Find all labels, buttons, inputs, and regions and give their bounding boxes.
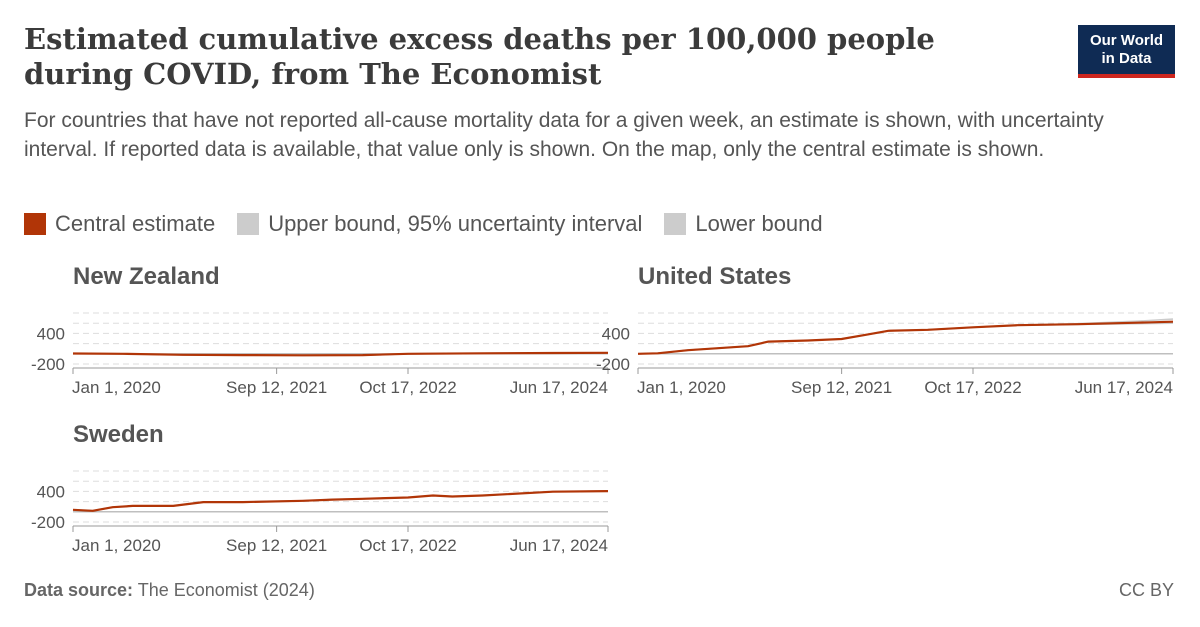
facet-title: New Zealand <box>73 263 220 290</box>
facet-plot: 400 -200 Jan 1, 2020 Sep 12, 2021 Oct 17, 20… <box>596 312 1174 397</box>
y-tick-label: 400 <box>37 324 65 343</box>
legend-label-central: Central estimate <box>55 211 216 236</box>
legend-swatch-lower <box>664 213 687 235</box>
legend: Central estimate Upper bound, 95% uncert… <box>24 211 845 237</box>
facet-title: Sweden <box>73 421 164 448</box>
facet-title: United States <box>638 263 792 290</box>
facet-sweden: Sweden 400 -200 Jan 1, 2020 Sep 12, 2021 Oct… <box>24 421 609 571</box>
legend-swatch-upper <box>237 213 260 235</box>
x-tick-label: Sep 12, 2021 <box>226 536 327 555</box>
license[interactable]: CC BY <box>1118 580 1174 600</box>
y-tick-label: 400 <box>602 324 630 343</box>
legend-item-upper[interactable]: Upper bound, 95% uncertainty interval <box>237 211 642 237</box>
legend-label-upper: Upper bound, 95% uncertainty interval <box>268 211 643 236</box>
x-tick-label: Oct 17, 2022 <box>924 378 1021 397</box>
y-tick-label: -200 <box>596 355 630 374</box>
x-tick-label: Oct 17, 2022 <box>359 536 456 555</box>
footer-source: Data source: The Economist (2024) <box>24 580 315 601</box>
legend-item-central[interactable]: Central estimate <box>24 211 215 237</box>
series-line-central[interactable] <box>72 351 609 357</box>
source-label: Data source: <box>24 580 134 600</box>
legend-swatch-central <box>24 213 46 235</box>
series-line-central[interactable] <box>72 490 609 512</box>
x-tick-label: Jun 17, 2024 <box>1075 378 1173 397</box>
legend-item-lower[interactable]: Lower bound <box>664 211 823 237</box>
x-tick-label: Jan 1, 2020 <box>72 536 161 555</box>
y-tick-label: 400 <box>37 482 65 501</box>
x-tick-label: Jan 1, 2020 <box>72 378 161 397</box>
logo-line-1: Our World <box>1089 32 1164 49</box>
x-tick-label: Sep 12, 2021 <box>226 378 327 397</box>
logo-line-2: in Data <box>1101 50 1152 67</box>
y-tick-label: -200 <box>31 355 65 374</box>
series-line-central[interactable] <box>637 320 1174 355</box>
x-tick-label: Jun 17, 2024 <box>510 378 608 397</box>
x-tick-label: Sep 12, 2021 <box>791 378 892 397</box>
source-text[interactable]: The Economist (2024) <box>137 580 315 600</box>
x-tick-label: Jun 17, 2024 <box>510 536 608 555</box>
facet-plot: 400 -200 Jan 1, 2020 Sep 12, 2021 Oct 17, 20… <box>31 312 609 397</box>
y-tick-label: -200 <box>31 513 65 532</box>
x-tick-label: Oct 17, 2022 <box>359 378 456 397</box>
x-tick-label: Jan 1, 2020 <box>637 378 726 397</box>
facet-plot: 400 -200 Jan 1, 2020 Sep 12, 2021 Oct 17, 20… <box>31 470 609 555</box>
legend-label-lower: Lower bound <box>695 211 823 236</box>
chart-title: Estimated cumulative excess deaths per 1… <box>24 22 935 91</box>
facet-united-states: United States 400 -200 Jan 1, 2020 Sep 12, … <box>589 263 1174 413</box>
owid-logo[interactable]: Our World in Data <box>1078 25 1175 78</box>
chart-subtitle: For countries that have not reported all… <box>24 109 1104 161</box>
facet-new-zealand: New Zealand 400 -200 Jan 1, 2020 Sep 12, 20… <box>24 263 609 413</box>
